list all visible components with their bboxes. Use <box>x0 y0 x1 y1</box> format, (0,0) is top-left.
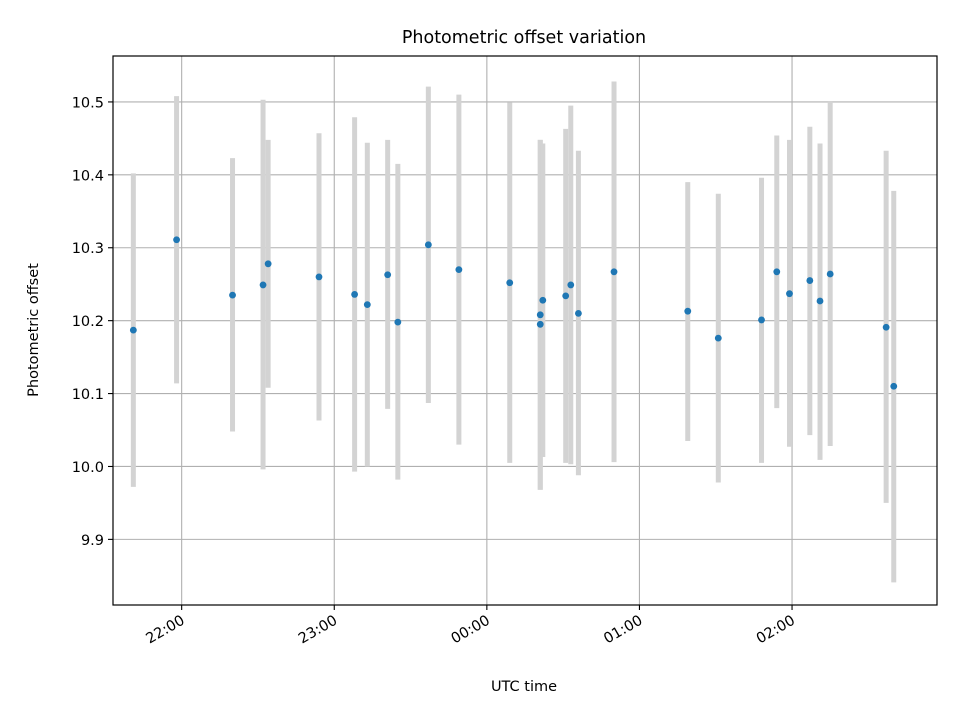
grid-layer <box>113 56 937 605</box>
data-point <box>714 334 722 342</box>
data-point <box>264 260 272 268</box>
data-point <box>773 268 781 276</box>
data-point <box>575 309 582 317</box>
data-point <box>363 301 371 309</box>
plot-frame <box>112 55 938 606</box>
data-point <box>610 268 618 276</box>
data-point <box>506 279 514 287</box>
data-point <box>536 320 544 328</box>
data-point <box>539 296 547 304</box>
data-point <box>129 326 137 334</box>
y-tick-label: 10.1 <box>72 387 104 403</box>
y-tick-label: 10.3 <box>72 241 104 257</box>
data-point <box>315 273 323 281</box>
y-tick-label: 9.9 <box>81 533 104 549</box>
data-point <box>826 270 834 278</box>
data-point <box>882 323 890 331</box>
data-point <box>806 277 814 284</box>
data-point <box>684 307 692 315</box>
chart-title: Photometric offset variation <box>402 28 646 48</box>
y-tick-label: 10.0 <box>72 460 104 476</box>
data-point <box>758 316 765 324</box>
data-point <box>536 311 544 319</box>
data-point <box>173 236 180 244</box>
y-tick-label: 10.5 <box>72 95 104 111</box>
data-point <box>229 291 236 299</box>
x-axis-label: UTC time <box>491 679 557 695</box>
data-point <box>259 281 267 289</box>
point-layer <box>129 236 898 390</box>
data-point <box>567 281 575 289</box>
data-point <box>424 241 432 249</box>
data-point <box>816 297 824 305</box>
y-axis-label: Photometric offset <box>26 263 42 397</box>
tick-layer: 22:00 23:00 00:00 01:00 02:009.910.010.110.2… <box>72 95 798 647</box>
data-point <box>455 266 463 274</box>
y-tick-label: 10.4 <box>72 168 104 184</box>
data-point <box>351 291 359 298</box>
data-point <box>562 292 570 300</box>
data-point <box>890 382 898 390</box>
y-tick-label: 10.2 <box>72 314 104 330</box>
data-point <box>394 318 402 326</box>
data-point <box>786 290 793 298</box>
data-point <box>384 271 392 279</box>
